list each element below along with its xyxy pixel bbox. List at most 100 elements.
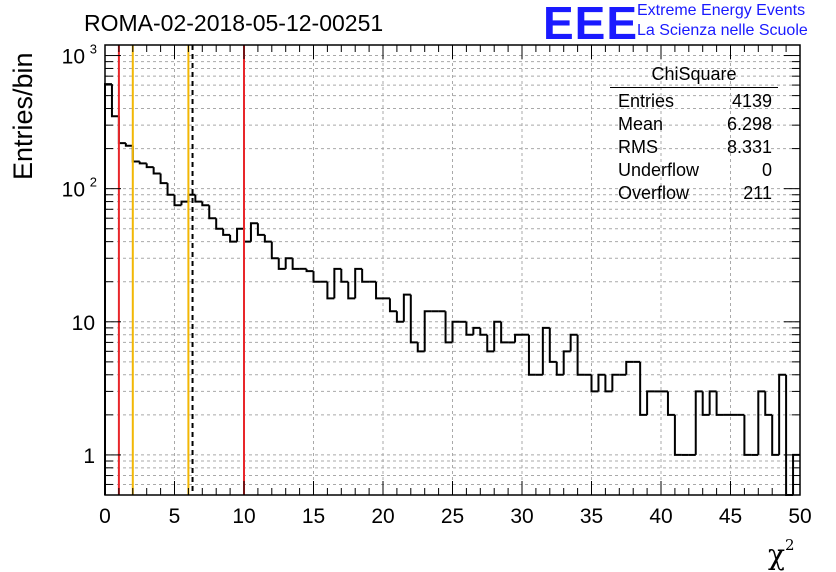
stats-row-entries: Entries 4139	[610, 90, 778, 113]
histogram-bin	[666, 391, 675, 416]
histogram-bin	[611, 373, 620, 392]
histogram-bin	[771, 414, 780, 456]
histogram-bin	[375, 281, 383, 300]
grid-lines	[105, 45, 800, 495]
histogram-bin	[180, 200, 189, 206]
histogram-bin	[409, 294, 418, 344]
stats-label: Underflow	[618, 160, 700, 180]
histogram-bin	[117, 116, 126, 145]
histogram-bin	[263, 234, 272, 243]
histogram-bin	[527, 334, 536, 376]
x-tick-label: 20	[371, 505, 394, 528]
x-tick-label: 0	[99, 505, 111, 528]
histogram-bin	[500, 321, 509, 344]
x-tick-label: 35	[580, 505, 603, 528]
histogram-bin	[486, 334, 495, 353]
chart-title: ROMA-02-2018-05-12-00251	[84, 10, 384, 36]
histogram-bin	[743, 414, 752, 456]
logo-line-1: Extreme Energy Events	[637, 2, 806, 19]
threshold-lines	[117, 45, 245, 495]
y-axis-label: Entries/bin	[8, 52, 38, 180]
histogram-bin	[576, 334, 585, 376]
eee-logo: EEE	[543, 0, 639, 49]
histogram-bin	[402, 293, 411, 322]
histogram-bin	[104, 83, 112, 495]
histogram-bin	[395, 311, 404, 323]
histogram-bin	[673, 414, 682, 456]
histogram-bin	[785, 374, 794, 496]
y-tick-label: 10	[62, 179, 85, 202]
stats-row-rms: RMS 8.331	[610, 136, 778, 159]
histogram-bin	[145, 163, 154, 169]
y-tick-label: 10	[62, 46, 85, 69]
stats-row-mean: Mean 6.298	[610, 113, 778, 136]
tick-labels: 0 5 10 15 20 25 30 35 40 45 50 1 10 10 2 10 3	[62, 42, 812, 528]
histogram-bin	[639, 361, 648, 416]
histogram-bin	[208, 205, 217, 220]
histogram-bin	[354, 267, 363, 299]
x-tick-label: 15	[302, 505, 325, 528]
stats-label: Mean	[618, 114, 664, 134]
histogram-bin	[548, 327, 557, 363]
histogram-bin	[236, 227, 244, 242]
stats-box: ChiSquare Entries 4139 Mean 6.298 RMS 8.331…	[610, 64, 778, 205]
x-axis-label-base: χ	[768, 538, 785, 571]
histogram-bin	[152, 167, 161, 175]
histogram-bin	[708, 390, 717, 415]
histogram-bin	[229, 234, 238, 243]
histogram-bin	[270, 241, 279, 260]
y-tick-exponent: 2	[90, 175, 97, 190]
stats-label: Entries	[618, 91, 675, 111]
histogram-bin	[277, 258, 286, 270]
stats-label: RMS	[618, 137, 658, 157]
histogram-bin	[340, 268, 349, 283]
histogram-bin	[590, 374, 599, 393]
histogram-bin	[625, 360, 634, 375]
x-tick-label: 5	[169, 505, 181, 528]
histogram-bin	[555, 361, 564, 376]
histogram-bin	[451, 320, 460, 343]
histogram-bin	[284, 257, 293, 269]
histogram-bin	[764, 391, 773, 416]
logo-line-2: La Scienza nelle Scuole	[637, 22, 808, 39]
stats-value: 0	[761, 160, 772, 180]
histogram-bin	[388, 298, 397, 313]
histogram-bin	[215, 218, 224, 230]
histogram-bin	[173, 194, 182, 207]
stats-value: 6.298	[726, 114, 772, 134]
histogram-bin	[166, 183, 175, 196]
histogram-bin	[715, 391, 724, 416]
histogram-bin	[444, 311, 453, 344]
y-tick-label: 1	[83, 445, 95, 468]
histogram-bin	[472, 326, 481, 335]
histogram-bin	[243, 228, 251, 243]
histogram-bin	[159, 173, 168, 185]
histogram-bin	[701, 391, 710, 416]
histogram-bin	[423, 310, 432, 352]
x-axis-label: χ2	[768, 536, 795, 571]
histogram-bin	[541, 326, 550, 375]
histogram-bin	[347, 281, 356, 300]
histogram-bin	[291, 258, 300, 270]
histogram-bin	[465, 321, 474, 336]
histogram-bin	[249, 222, 258, 242]
stats-value: 8.331	[726, 137, 772, 157]
histogram-bin	[312, 271, 321, 283]
histogram-bin	[201, 201, 210, 207]
histogram-bin	[124, 143, 133, 147]
histogram-bin	[597, 373, 606, 392]
histogram-bin	[569, 333, 578, 352]
histogram-bin	[514, 333, 522, 343]
histogram-bin	[138, 161, 147, 165]
stats-value: 4139	[731, 91, 772, 111]
histogram-bin	[604, 374, 613, 393]
axes	[104, 44, 801, 496]
y-tick-label: 10	[72, 312, 95, 335]
histogram-bin	[493, 320, 502, 352]
histogram-bin	[194, 194, 203, 203]
histogram-bin	[256, 223, 265, 236]
stats-title: ChiSquare	[610, 64, 778, 88]
stats-label: Overflow	[618, 183, 690, 203]
histogram-bin	[646, 390, 655, 415]
